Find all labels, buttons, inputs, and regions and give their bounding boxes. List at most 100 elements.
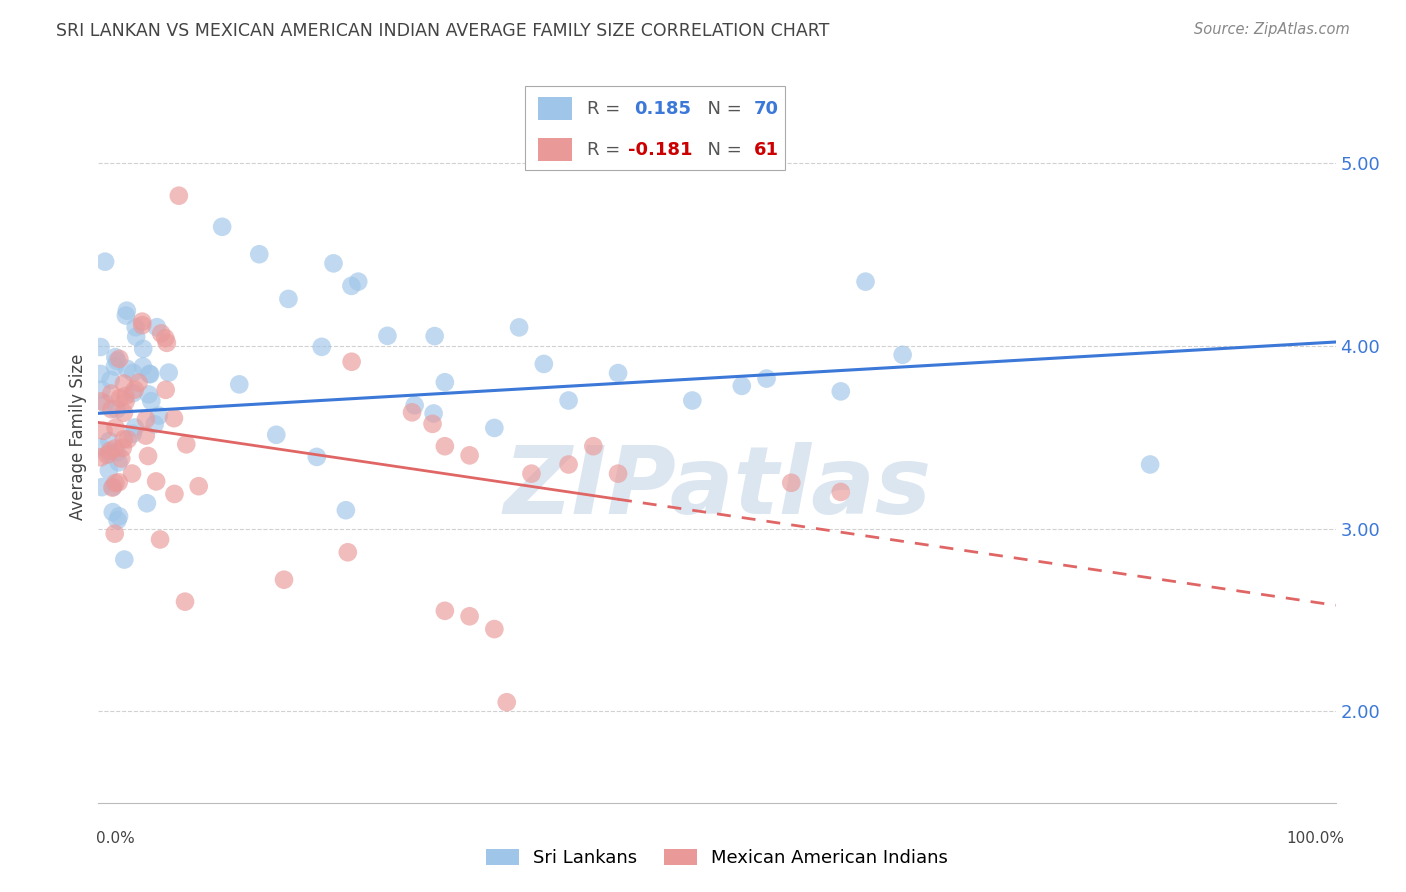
- Point: [90, 394, 112, 409]
- Point: [340, 355, 363, 369]
- Point: [94, 396, 117, 410]
- Point: [98, 447, 121, 461]
- Point: [104, 526, 127, 541]
- Point: [340, 278, 363, 293]
- Point: [138, 367, 160, 381]
- FancyBboxPatch shape: [537, 97, 572, 120]
- Point: [122, 366, 145, 380]
- Text: R =: R =: [588, 100, 626, 118]
- Point: [110, 451, 132, 466]
- Point: [484, 421, 506, 435]
- Text: ZIPatlas: ZIPatlas: [503, 442, 931, 534]
- Point: [98, 434, 121, 448]
- Point: [124, 420, 146, 434]
- Point: [422, 407, 444, 421]
- Point: [156, 335, 179, 350]
- Point: [115, 361, 138, 376]
- Point: [557, 393, 579, 408]
- Point: [273, 573, 295, 587]
- FancyBboxPatch shape: [526, 86, 785, 170]
- Point: [335, 503, 357, 517]
- Point: [433, 375, 456, 389]
- Point: [100, 373, 122, 387]
- Point: [90, 440, 112, 454]
- Point: [90, 450, 112, 465]
- Point: [108, 509, 131, 524]
- Point: [108, 351, 131, 366]
- Point: [174, 594, 197, 608]
- Point: [112, 432, 135, 446]
- Point: [128, 376, 150, 390]
- Point: [347, 275, 370, 289]
- Point: [101, 480, 124, 494]
- Point: [135, 428, 157, 442]
- Point: [114, 389, 136, 403]
- Point: [93, 424, 115, 438]
- Point: [830, 384, 852, 399]
- Point: [423, 329, 446, 343]
- Point: [132, 342, 155, 356]
- Point: [100, 386, 122, 401]
- Point: [433, 439, 456, 453]
- Point: [139, 367, 162, 381]
- Point: [607, 467, 630, 481]
- Point: [433, 604, 456, 618]
- Point: [163, 411, 186, 425]
- Point: [458, 448, 481, 462]
- Point: [104, 420, 127, 434]
- Point: [108, 391, 131, 405]
- Point: [135, 496, 157, 510]
- Point: [891, 348, 914, 362]
- Point: [141, 394, 163, 409]
- Point: [114, 394, 136, 409]
- Point: [187, 479, 209, 493]
- Point: [264, 427, 287, 442]
- Point: [101, 481, 124, 495]
- Point: [121, 467, 143, 481]
- Point: [104, 359, 127, 374]
- Point: [211, 219, 233, 234]
- Point: [132, 359, 155, 374]
- Point: [112, 552, 135, 566]
- Point: [138, 387, 160, 401]
- Point: [377, 328, 399, 343]
- Point: [305, 450, 328, 464]
- Point: [322, 256, 344, 270]
- Point: [101, 505, 124, 519]
- Point: [112, 406, 135, 420]
- Point: [422, 417, 444, 431]
- Point: [755, 371, 778, 385]
- FancyBboxPatch shape: [537, 138, 572, 161]
- Point: [150, 326, 173, 341]
- Point: [104, 350, 127, 364]
- Text: R =: R =: [588, 141, 626, 159]
- Point: [830, 485, 852, 500]
- Point: [157, 366, 180, 380]
- Text: 0.185: 0.185: [634, 100, 692, 118]
- Point: [111, 441, 134, 455]
- Point: [174, 437, 197, 451]
- Point: [97, 463, 120, 477]
- Text: 70: 70: [754, 100, 779, 118]
- Point: [124, 320, 146, 334]
- Point: [122, 386, 145, 401]
- Point: [105, 445, 128, 459]
- Point: [681, 393, 703, 408]
- Point: [112, 376, 135, 391]
- Point: [163, 487, 186, 501]
- Point: [115, 303, 138, 318]
- Point: [149, 533, 172, 547]
- Point: [1139, 458, 1161, 472]
- Text: 61: 61: [754, 141, 779, 159]
- Point: [155, 331, 177, 345]
- Point: [115, 309, 138, 323]
- Point: [107, 513, 129, 527]
- Point: [121, 426, 143, 441]
- Text: 0.0%: 0.0%: [96, 831, 135, 847]
- Point: [104, 442, 127, 456]
- Point: [155, 383, 177, 397]
- Point: [146, 320, 169, 334]
- Point: [100, 402, 122, 417]
- Point: [607, 366, 630, 380]
- Point: [90, 480, 112, 494]
